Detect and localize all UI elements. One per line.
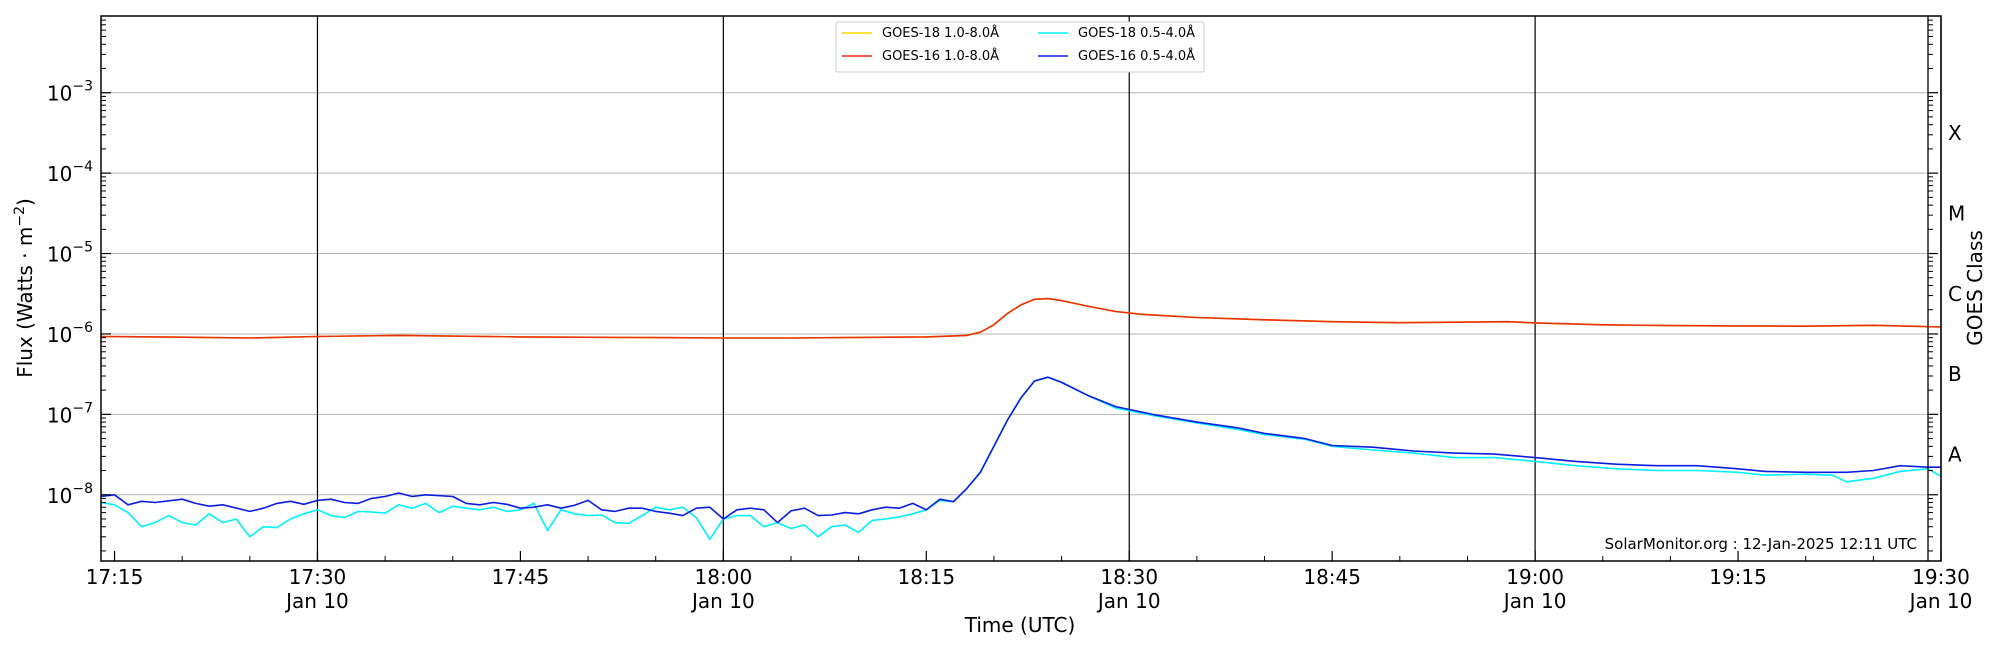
x-tick-sublabel: Jan 10: [1502, 589, 1567, 613]
x-tick-label: 19:00: [1506, 565, 1564, 589]
credit-text: SolarMonitor.org : 12-Jan-2025 12:11 UTC: [1605, 535, 1917, 553]
goes-class-label: B: [1948, 362, 1962, 386]
x-tick-label: 18:15: [897, 565, 955, 589]
x-tick-label: 17:15: [86, 565, 144, 589]
legend-label: GOES-16 0.5-4.0Å: [1078, 48, 1195, 64]
axis-ticks: [101, 19, 1942, 561]
y-tick-label: 10−3: [47, 79, 93, 106]
x-tick-sublabel: Jan 10: [284, 589, 349, 613]
y-tick-label: 10−4: [47, 159, 93, 186]
grid-lines: [101, 92, 1928, 496]
x-axis-title: Time (UTC): [964, 613, 1076, 637]
right-axis-title: GOES Class: [1963, 230, 1987, 346]
legend-label: GOES-16 1.0-8.0Å: [882, 48, 999, 64]
y-tick-label: 10−7: [47, 400, 93, 427]
x-tick-sublabel: Jan 10: [1096, 589, 1161, 613]
y-tick-label: 10−5: [47, 240, 93, 267]
x-tick-label: 19:30: [1912, 565, 1970, 589]
series-lines: [100, 297, 1942, 541]
goes-class-label: M: [1948, 201, 1965, 225]
legend-label: GOES-18 1.0-8.0Å: [882, 25, 999, 41]
legend-items: GOES-18 1.0-8.0Å GOES-16 1.0-8.0Å GOES-18 …: [842, 25, 1195, 64]
y-axis-title: Flux (Watts · m−2): [12, 198, 37, 378]
x-tick-label: 18:00: [695, 565, 753, 589]
x-tick-label: 18:30: [1100, 565, 1158, 589]
x-tick-label: 19:15: [1709, 565, 1767, 589]
series-line: [100, 376, 1942, 541]
legend: GOES-18 1.0-8.0Å GOES-16 1.0-8.0Å GOES-18 …: [835, 21, 1205, 73]
goes-class-label: C: [1948, 282, 1962, 306]
x-tick-label: 17:45: [492, 565, 550, 589]
plot-frame: [100, 15, 1942, 562]
x-tick-label: 18:45: [1303, 565, 1361, 589]
plot-area-background: [101, 16, 1941, 561]
goes-class-labels: A B C M X: [1948, 121, 1965, 467]
series-line: [100, 297, 1942, 339]
x-tick-sublabel: Jan 10: [1908, 589, 1973, 613]
y-tick-label: 10−8: [47, 481, 93, 508]
x-tick-sublabel: Jan 10: [690, 589, 755, 613]
goes-class-label: X: [1948, 121, 1962, 145]
goes-class-label: A: [1948, 443, 1962, 467]
legend-label: GOES-18 0.5-4.0Å: [1078, 25, 1195, 41]
series-line: [100, 376, 1941, 524]
legend-box: [835, 21, 1205, 73]
y-tick-label: 10−6: [47, 320, 93, 347]
x-tick-label: 17:30: [289, 565, 347, 589]
y-axis-tick-labels: 10−8 10−7 10−6 10−5 10−4 10−3: [47, 79, 93, 508]
